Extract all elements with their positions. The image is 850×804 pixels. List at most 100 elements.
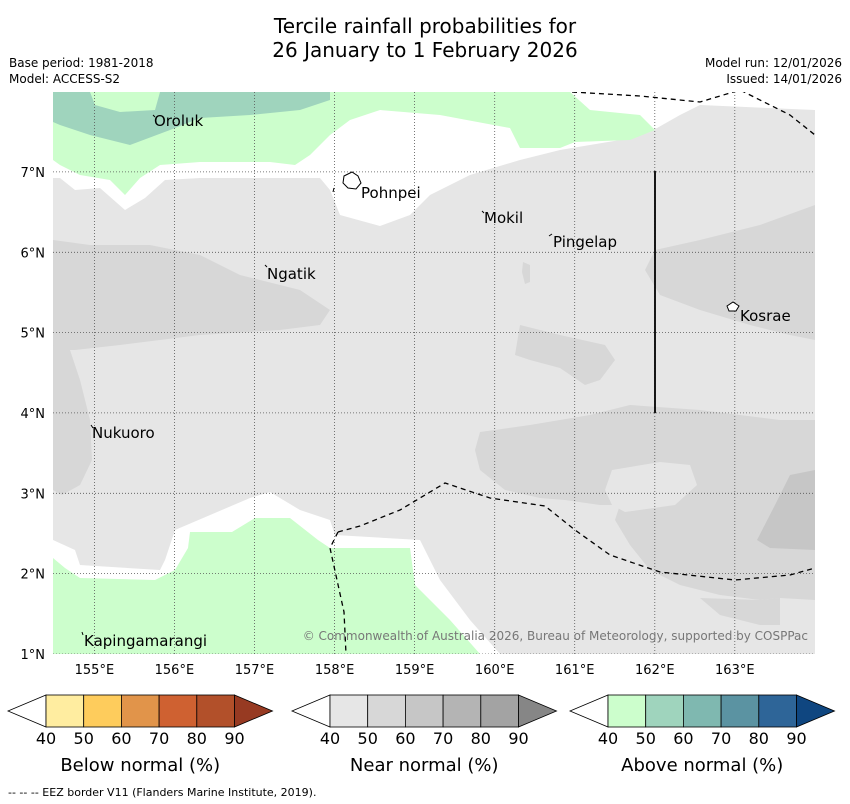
place-label-mokil: Mokil [484, 209, 523, 227]
map-plot-area: Oroluk Pohnpei Mokil Pingelap Ngatik Kos… [53, 92, 815, 654]
legend-extend-low [290, 694, 331, 728]
lon-tick-label: 162°E [635, 663, 675, 678]
near-normal-50-patch-small [522, 262, 530, 284]
lon-tick-label: 163°E [715, 663, 755, 678]
lat-tick-label: 7°N [21, 166, 46, 181]
legend-extend-high [234, 694, 274, 728]
place-label-nukuoro: Nukuoro [92, 424, 155, 442]
lon-tick-label: 160°E [475, 663, 515, 678]
near-normal-50-patch-west [53, 240, 330, 350]
lat-tick-label: 3°N [21, 487, 46, 502]
issued-date: Issued: 14/01/2026 [726, 72, 842, 86]
lat-tick-label: 4°N [21, 407, 46, 422]
title-line-1: Tercile rainfall probabilities for [273, 14, 577, 38]
legend-color-segment [442, 694, 482, 728]
base-period: Base period: 1981-2018 [9, 56, 154, 70]
legend-tick-label: 70 [433, 729, 453, 748]
legend-tick-label: 70 [149, 729, 169, 748]
lon-tick-label: 157°E [235, 663, 275, 678]
place-label-kapingamarangi: Kapingamarangi [84, 632, 207, 650]
legend-title: Above normal (%) [621, 755, 783, 776]
legend-tick-label: 60 [111, 729, 131, 748]
model-name: Model: ACCESS-S2 [9, 72, 121, 86]
legend-extend-low [568, 694, 609, 728]
near-normal-50-patch-kosrae [645, 205, 815, 340]
legend-tick-label: 50 [358, 729, 378, 748]
place-label-pingelap: Pingelap [553, 233, 617, 251]
pohnpei-island-outline [342, 171, 362, 190]
above-normal-region-south [53, 518, 480, 654]
near-normal-60-patch [757, 470, 815, 550]
near-normal-50-patch-nukuoro [53, 345, 92, 495]
oroluk-marker [152, 114, 156, 118]
legend-color-segment [367, 694, 406, 728]
legend-tick-label: 90 [508, 729, 528, 748]
legend-color-segment [121, 694, 160, 728]
legend-title: Below normal (%) [60, 755, 220, 776]
legend-color-segment [329, 694, 369, 728]
kapingamarangi-marker [81, 631, 84, 636]
lat-tick-label: 1°N [21, 648, 46, 663]
place-label-pohnpei: Pohnpei [361, 184, 421, 202]
legend-tick-label: 80 [749, 729, 769, 748]
legend-tick-label: 90 [786, 729, 806, 748]
pingelap-marker [548, 233, 553, 237]
legend-title: Near normal (%) [350, 755, 499, 776]
place-label-kosrae: Kosrae [740, 307, 791, 325]
longitude-axis: 155°E 156°E 157°E 158°E 159°E 160°E 161°… [75, 663, 755, 678]
eez-footnote: -- -- -- EEZ border V11 (Flanders Marine… [8, 786, 317, 799]
legend-tick-label: 70 [711, 729, 731, 748]
legend-near-normal: 40 50 60 70 80 90 Near normal (%) [290, 694, 558, 776]
legend-tick-label: 50 [74, 729, 94, 748]
legend-extend-low [6, 694, 47, 728]
copyright-notice: © Commonwealth of Australia 2026, Bureau… [303, 629, 808, 643]
legend-tick-label: 60 [395, 729, 415, 748]
kosrae-island-outline [726, 301, 740, 312]
lon-tick-label: 155°E [75, 663, 115, 678]
legend-color-segment [404, 694, 444, 728]
title-line-2: 26 January to 1 February 2026 [272, 38, 578, 62]
above-normal-inner-region [90, 92, 160, 112]
legend-tick-label: 80 [187, 729, 207, 748]
nukuoro-marker [90, 424, 94, 429]
latitude-axis: 1°N 2°N 3°N 4°N 5°N 6°N 7°N [21, 166, 46, 663]
near-normal-40-hole [605, 462, 697, 512]
legend-color-segment [607, 694, 647, 728]
latitude-gridlines [53, 171, 815, 654]
legend-color-segment [645, 694, 684, 728]
ngatik-marker [264, 264, 268, 268]
legend-color-segment [45, 694, 85, 728]
lon-tick-label: 156°E [155, 663, 195, 678]
legend-extend-high [518, 694, 558, 728]
eez-border [329, 92, 815, 654]
lat-tick-label: 2°N [21, 568, 46, 583]
legend-tick-label: 40 [598, 729, 618, 748]
legend-color-segment [158, 694, 198, 728]
legend-color-segment [683, 694, 722, 728]
legend-color-segment [758, 694, 797, 728]
lon-tick-label: 161°E [555, 663, 595, 678]
lat-tick-label: 5°N [21, 327, 46, 342]
legend-tick-label: 60 [673, 729, 693, 748]
legend-color-segment [196, 694, 235, 728]
legend-color-segment [83, 694, 122, 728]
legend-extend-high [796, 694, 836, 728]
mokil-marker [481, 210, 485, 214]
lon-tick-label: 159°E [395, 663, 435, 678]
legend-tick-label: 40 [36, 729, 56, 748]
place-label-ngatik: Ngatik [267, 265, 316, 283]
legend-tick-label: 40 [320, 729, 340, 748]
near-normal-50-patch-central [515, 325, 615, 385]
legend-color-segment [720, 694, 760, 728]
near-normal-50-patch-south [700, 598, 780, 625]
legend-tick-label: 50 [636, 729, 656, 748]
legend-color-segment [480, 694, 519, 728]
legend-tick-label: 90 [224, 729, 244, 748]
model-run-date: Model run: 12/01/2026 [704, 56, 842, 70]
legend-tick-label: 80 [471, 729, 491, 748]
lon-tick-label: 158°E [315, 663, 355, 678]
ant-atoll-mark [332, 187, 335, 193]
